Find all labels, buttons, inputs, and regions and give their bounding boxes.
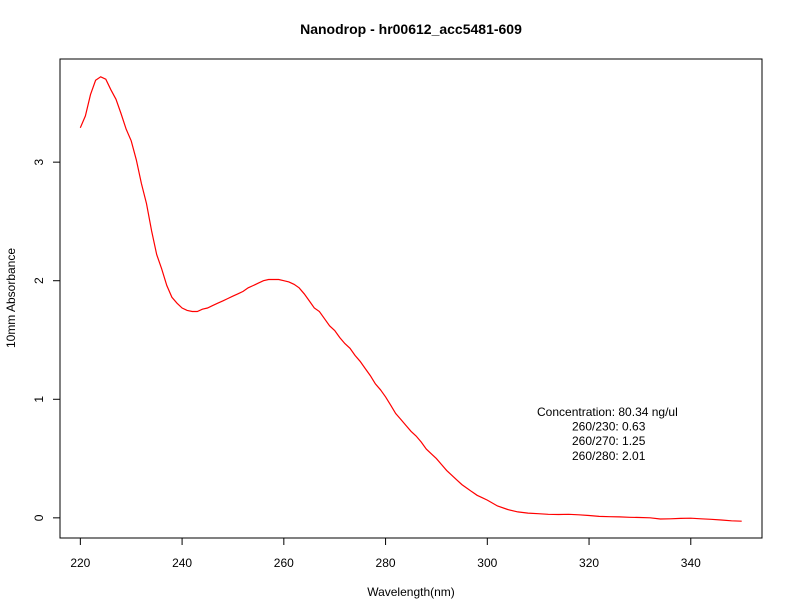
x-tick-label: 220 [70,556,90,570]
x-axis-label: Wavelength(nm) [367,585,455,599]
x-tick-label: 300 [477,556,497,570]
stats-annotation: Concentration: 80.34 ng/ul 260/230: 0.63… [537,405,678,463]
ratio-260-270-note: 260/270: 1.25 [572,434,646,448]
x-tick-label: 240 [172,556,192,570]
x-tick-label: 280 [376,556,396,570]
x-tick-label: 320 [579,556,599,570]
concentration-note: Concentration: 80.34 ng/ul [537,405,678,419]
chart-title: Nanodrop - hr00612_acc5481-609 [300,21,522,37]
y-tick-label: 0 [32,514,46,521]
y-axis: 0 1 2 3 [32,158,61,521]
plot-frame [59,58,763,539]
ratio-260-230-note: 260/230: 0.63 [572,420,646,434]
absorbance-series-line [79,76,742,522]
y-axis-label: 10mm Absorbance [4,248,18,348]
y-tick-label: 1 [32,396,46,403]
y-tick-label: 3 [32,158,46,165]
x-tick-label: 260 [274,556,294,570]
x-tick-label: 340 [681,556,701,570]
x-axis: 220 240 260 280 300 320 340 [70,537,701,570]
y-tick-label: 2 [32,277,46,284]
ratio-260-280-note: 260/280: 2.01 [572,449,646,463]
